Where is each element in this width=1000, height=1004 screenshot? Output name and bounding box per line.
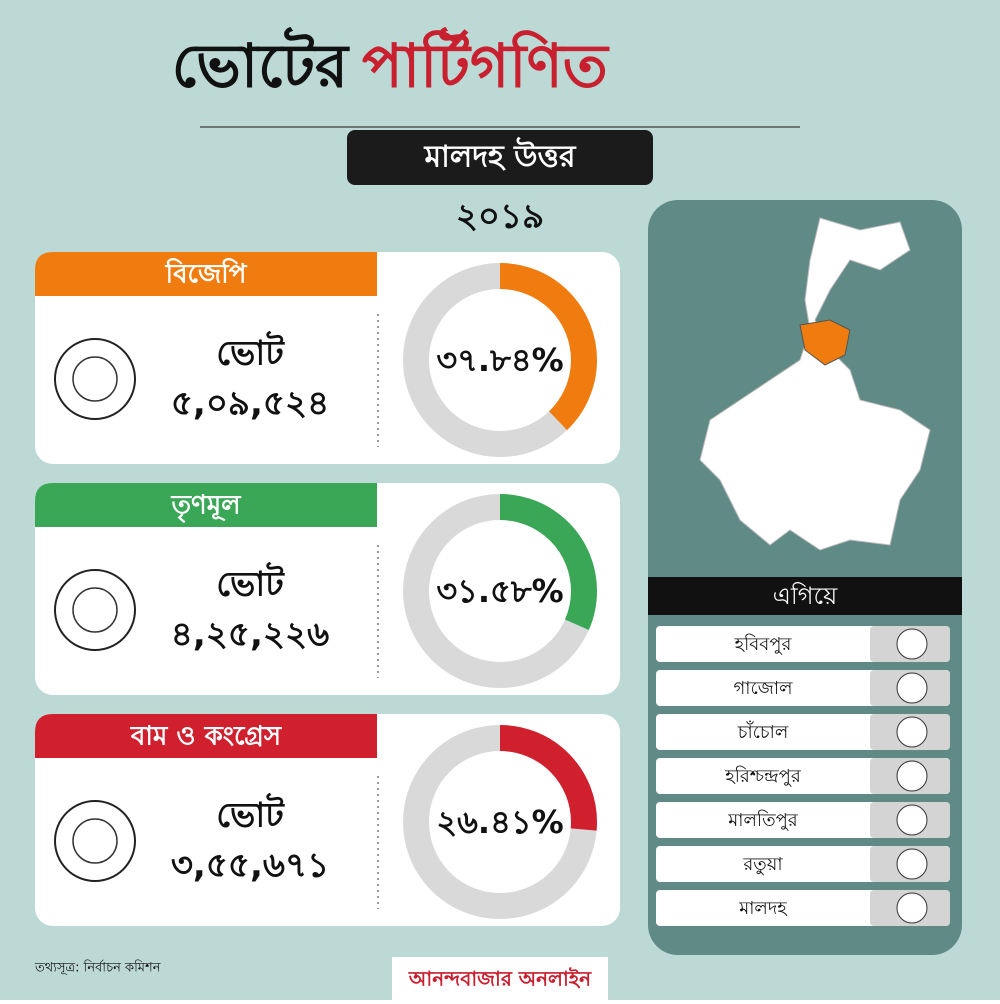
leads-title: এগিয়ে [773,582,838,610]
lead-icon [896,628,928,660]
votes: ৫,০৯,৫২৪ [171,384,329,424]
constituency: মালদহ উত্তর [423,137,577,175]
vote-label: ভোট [216,793,285,836]
lead-icon [896,716,928,748]
party-symbol [54,569,136,651]
donut-arc [403,494,597,688]
map [699,217,931,551]
title: পার্টিগণিত [362,27,610,102]
lead-name: মালতিপুর [727,810,799,831]
lead-icon [896,672,928,704]
party-tab [35,252,377,296]
lead-name: গাজোল [734,678,794,699]
votes: ৩,৫৫,৬৭১ [171,846,329,886]
party-card [35,252,620,464]
vote-label: ভোট [216,562,285,605]
lead-icon [896,760,928,792]
party-symbol [54,338,136,420]
share-label: ৩৭.৮৪% [436,341,563,379]
votes: ৪,২৫,২২৬ [171,615,329,655]
party-symbol-inner [72,587,118,633]
brand-box [392,957,608,1000]
map-highlight [799,319,851,366]
lead-icon [896,848,928,880]
party-tab [35,483,377,527]
lead-name: হরিশ্চন্দ্রপুর [724,766,802,787]
party-card [35,714,620,926]
party-symbol [54,800,136,882]
party-name: বিজেপি [165,258,248,290]
lead-name: রতুয়া [742,854,783,875]
share-label: ৩১.৫৮% [436,572,563,610]
party-name: বাম ও কংগ্রেস [130,722,282,752]
source: তথ্যসূত্র: নির্বাচন কমিশন [34,960,161,976]
party-tab [35,714,377,758]
lead-name: হবিবপুর [734,634,793,655]
brand: আনন্দবাজার অনলাইন [408,967,592,991]
party-symbol-inner [72,818,118,864]
vote-label: ভোট [216,331,285,374]
party-symbol-inner [72,356,118,402]
party-card [35,483,620,695]
lead-name: চাঁচোল [737,721,789,743]
share-label: ২৬.৪১% [436,803,563,841]
title: ভোটের [172,27,350,102]
year: ২০১৯ [456,197,544,237]
donut-arc [403,263,597,457]
leads-header [648,577,962,615]
lead-icon [896,892,928,924]
lead-name: মালদহ [738,898,788,919]
lead-icon [896,804,928,836]
party-name: তৃণমূল [170,491,242,524]
donut-arc [403,725,597,919]
constituency-box [347,130,653,185]
